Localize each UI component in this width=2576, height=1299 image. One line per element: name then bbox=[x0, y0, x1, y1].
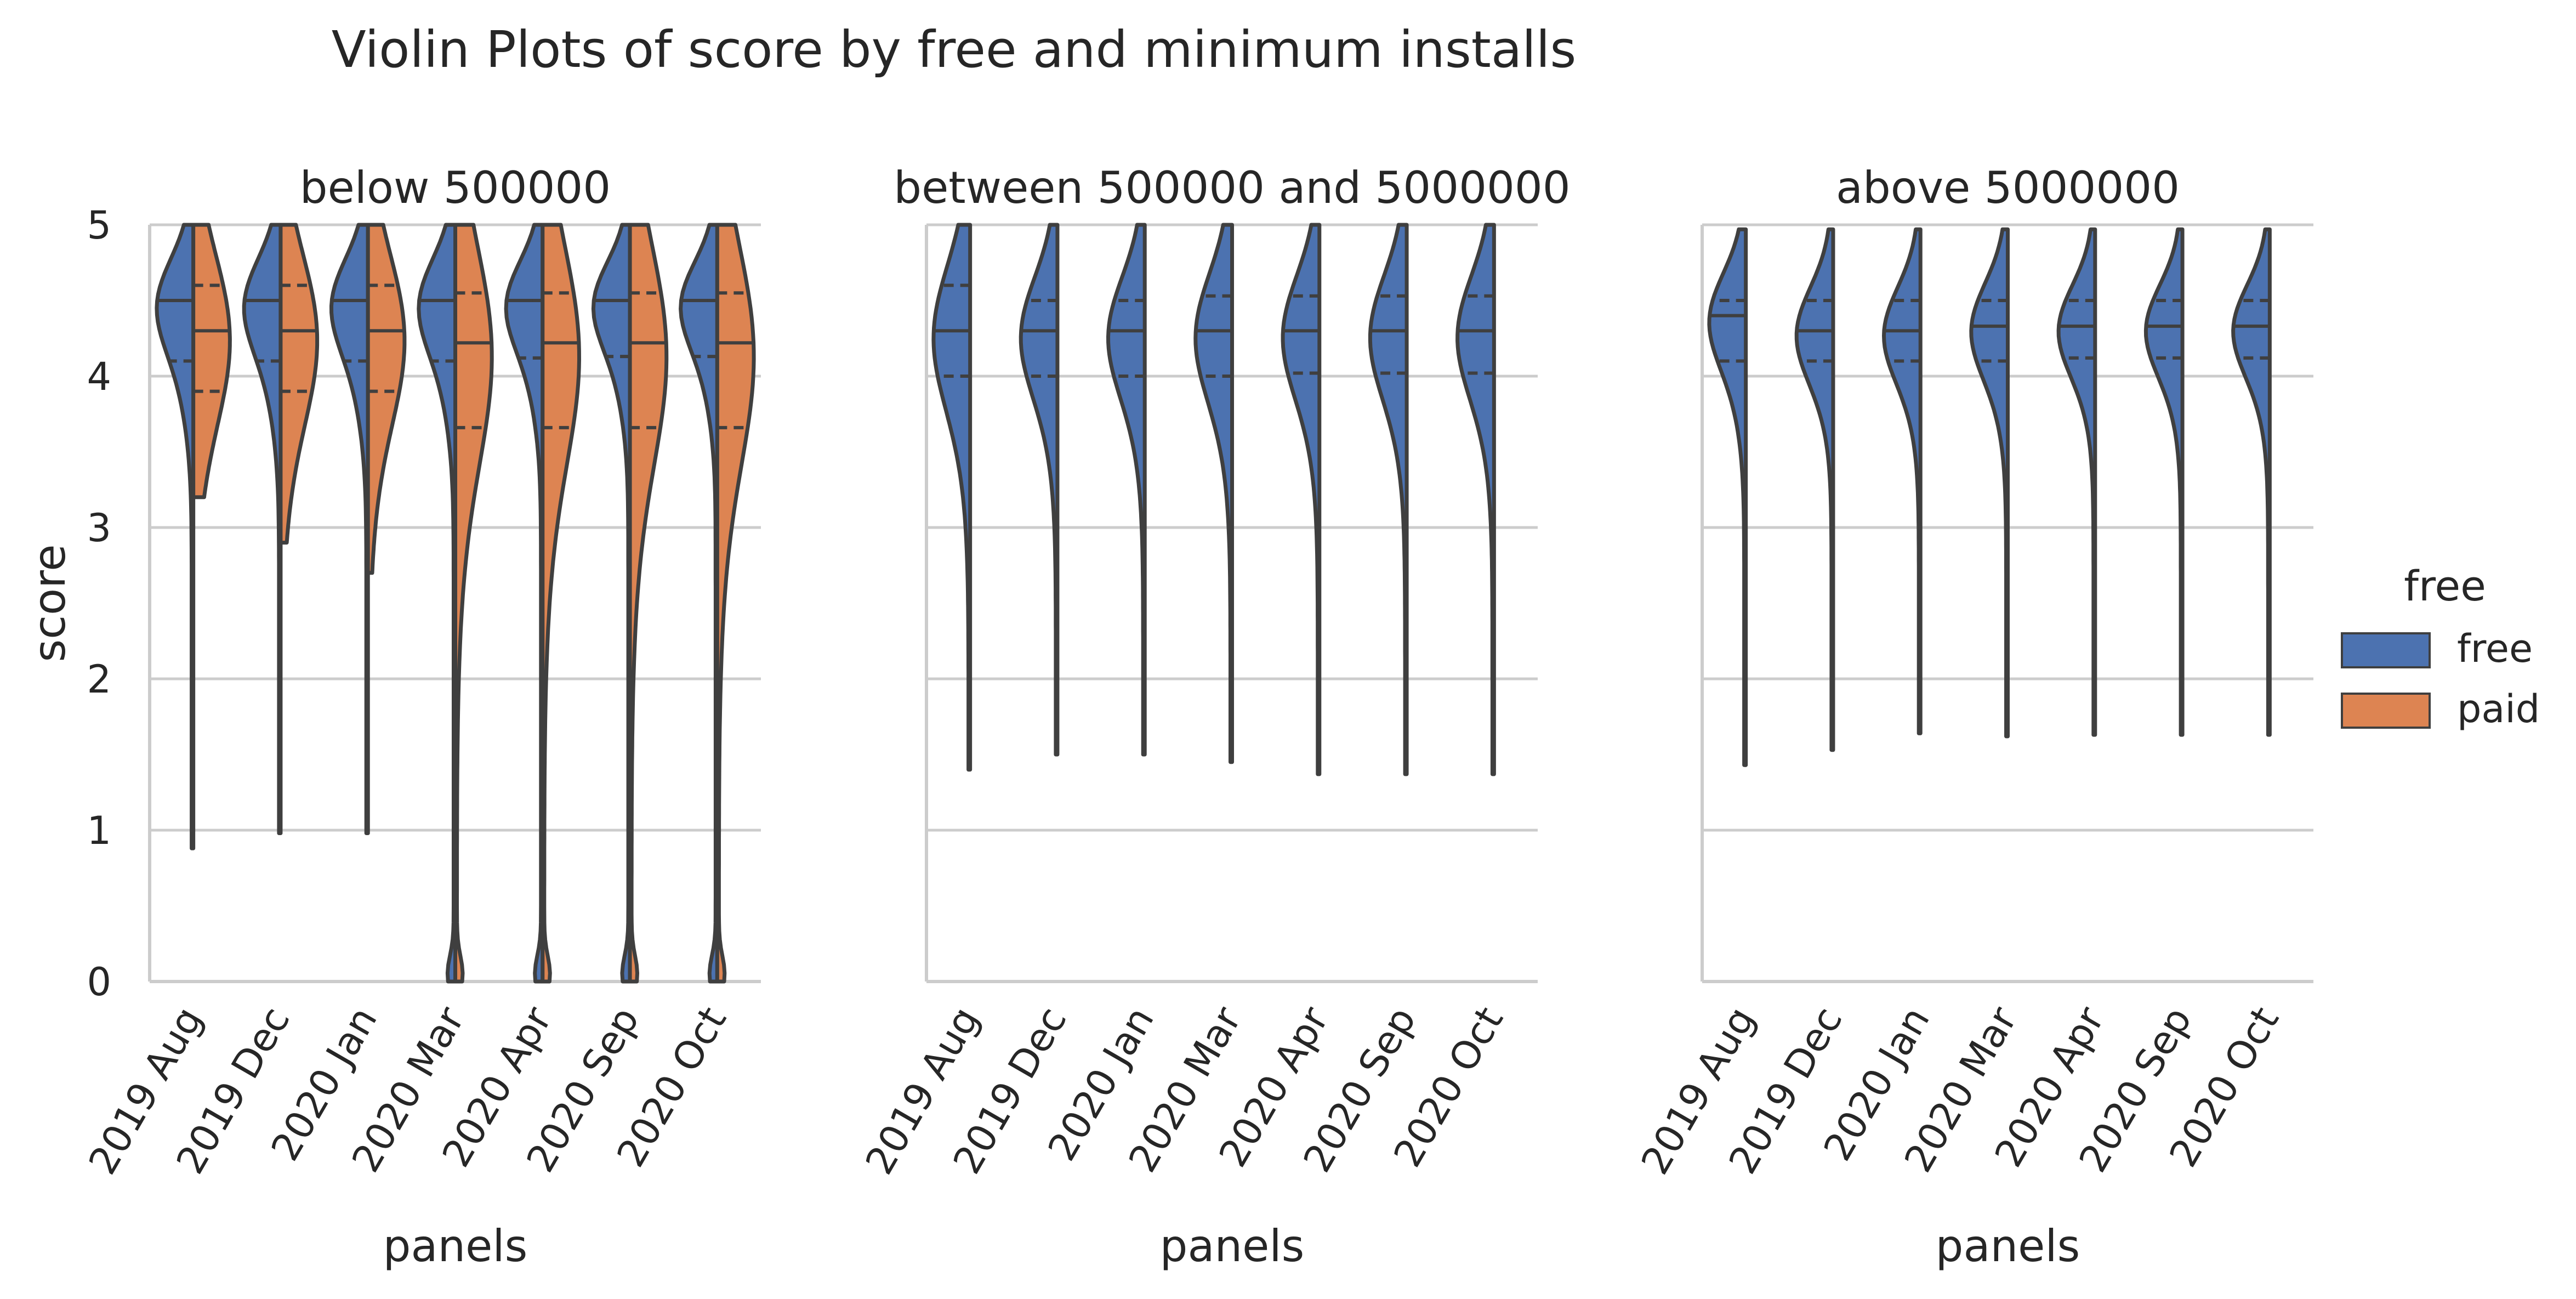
violin-free-5 bbox=[1368, 223, 1409, 776]
violin-free-4 bbox=[1281, 223, 1322, 776]
x-axis-label: panels bbox=[383, 1221, 528, 1272]
violin-free-4 bbox=[2056, 227, 2097, 737]
violin-free-6 bbox=[679, 223, 719, 984]
panel-title: below 500000 bbox=[300, 162, 611, 213]
y-axis-label: score bbox=[24, 544, 75, 662]
violin-paid-4 bbox=[541, 223, 581, 984]
violin-free-2 bbox=[1882, 227, 1923, 735]
violin-free-1 bbox=[242, 223, 283, 836]
panel-title: between 500000 and 5000000 bbox=[894, 162, 1570, 213]
legend-title: free bbox=[2404, 561, 2486, 610]
violin-free-0 bbox=[1707, 227, 1748, 767]
violin-paid-5 bbox=[628, 223, 669, 984]
violin-paid-3 bbox=[453, 223, 494, 984]
violin-free-3 bbox=[1969, 227, 2010, 739]
violin-paid-1 bbox=[278, 223, 320, 545]
violin-free-2 bbox=[1106, 223, 1147, 757]
legend-label-free: free bbox=[2457, 626, 2533, 671]
violin-free-3 bbox=[417, 223, 457, 984]
legend: free free paid bbox=[2341, 561, 2540, 731]
violin-free-5 bbox=[2143, 227, 2185, 737]
violin-free-3 bbox=[1193, 223, 1234, 764]
panel-title: above 5000000 bbox=[1836, 162, 2180, 213]
y-tick-label: 2 bbox=[87, 657, 111, 702]
violin-free-0 bbox=[155, 223, 196, 850]
y-tick-label: 5 bbox=[87, 203, 111, 248]
y-tick-label: 0 bbox=[87, 960, 111, 1005]
violin-free-1 bbox=[1794, 227, 1835, 752]
legend-swatch-free bbox=[2341, 632, 2431, 668]
violin-free-4 bbox=[504, 223, 545, 984]
violin-free-5 bbox=[591, 223, 632, 984]
y-tick-label: 1 bbox=[87, 808, 111, 853]
violin-free-6 bbox=[2231, 227, 2272, 737]
violin-paid-0 bbox=[191, 223, 232, 500]
violin-paid-2 bbox=[366, 223, 407, 575]
violin-free-1 bbox=[1019, 223, 1060, 757]
y-tick-label: 3 bbox=[87, 506, 111, 551]
x-axis-label: panels bbox=[1936, 1221, 2080, 1272]
y-tick-label: 4 bbox=[87, 354, 111, 399]
violin-paid-6 bbox=[715, 223, 756, 984]
legend-label-paid: paid bbox=[2457, 687, 2540, 731]
chart-title: Violin Plots of score by free and minimu… bbox=[332, 20, 1577, 79]
violin-free-0 bbox=[931, 223, 973, 772]
x-axis-label: panels bbox=[1160, 1221, 1305, 1272]
legend-swatch-paid bbox=[2341, 693, 2431, 729]
violin-free-2 bbox=[329, 223, 370, 836]
violin-free-6 bbox=[1455, 223, 1496, 776]
